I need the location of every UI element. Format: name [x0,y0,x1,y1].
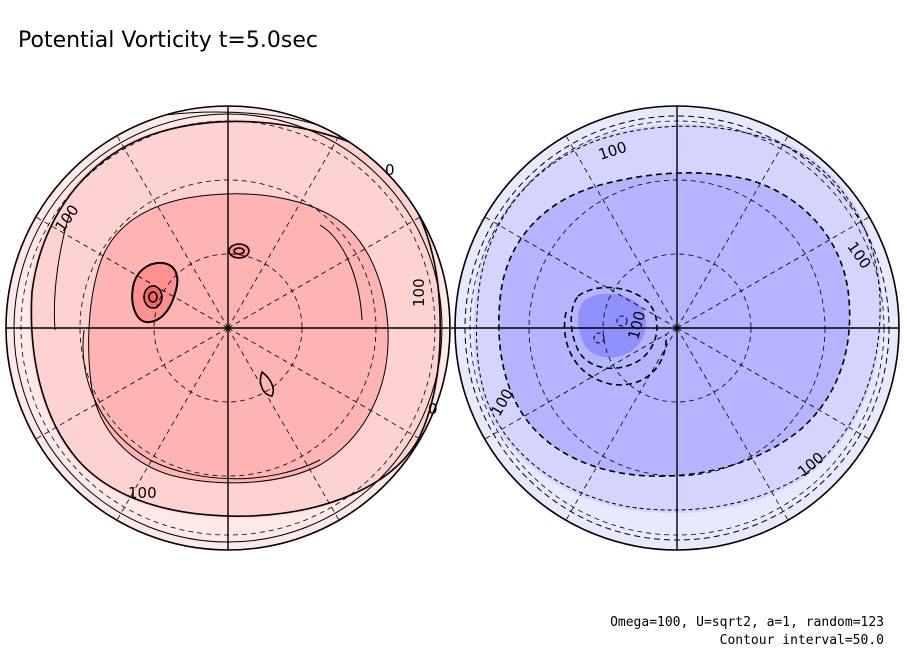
north-inner-band [88,193,389,483]
south-core-blob [578,293,646,358]
north-contour-label: 0 [385,161,395,179]
axis-cross-lines [6,106,899,550]
plot-title: Potential Vorticity t=5.0sec [18,28,318,53]
south-inner-band [498,172,850,477]
north-contour-label: 100 [128,484,157,502]
contour-core-north [131,261,179,324]
contour-interval-note: Contour interval=50.0 [720,633,884,648]
contour-peak-north [143,285,163,309]
contour-100-north [30,120,442,517]
north-contour-label: 100 [410,278,428,307]
contour-spiral-south [563,311,667,386]
contour-vortex-inner-north [233,247,245,255]
contour-vortex-north [228,243,250,259]
north-contour-label: 0 [428,400,438,418]
contour-core-south [570,286,658,369]
contour-swirl-3-north [53,211,71,331]
contour-swirl-2-north [319,224,363,321]
contour-inner-north [88,193,389,484]
contour-swirl-1-north [82,329,321,480]
north-peak [144,286,162,308]
contour-peak-inner-north [148,291,158,303]
contour-filament-north [259,370,275,397]
north-hemisphere-map: 100 100 100 0 0 [5,105,451,551]
contour-vortex-a-south [593,332,605,344]
contour-100-south [498,172,851,477]
contour-vortex-b-south [616,315,628,327]
parameters-note: Omega=100, U=sqrt2, a=1, random=123 [610,615,884,630]
